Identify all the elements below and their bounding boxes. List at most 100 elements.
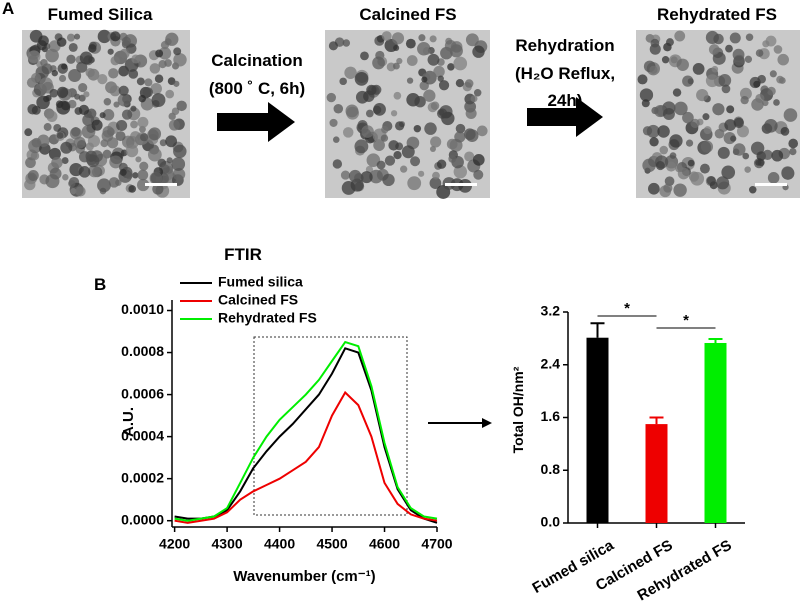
particle [97, 29, 111, 44]
particle [328, 41, 338, 51]
particle [696, 88, 709, 102]
particle [650, 38, 660, 48]
particle [176, 100, 187, 112]
particle [788, 138, 799, 149]
particle [675, 164, 683, 173]
particle [125, 171, 133, 180]
particle [369, 169, 383, 184]
particle [115, 179, 122, 186]
particle [66, 54, 76, 64]
particle [61, 63, 68, 70]
arrow-head [482, 418, 492, 428]
particle [642, 158, 656, 173]
particle [760, 85, 769, 94]
particle [733, 117, 744, 129]
particle [713, 33, 724, 45]
particle [712, 51, 726, 65]
particle [366, 84, 377, 96]
particle [60, 141, 73, 154]
particle [762, 149, 773, 161]
particle [109, 155, 123, 169]
chart-title: FTIR [224, 245, 262, 264]
particle [641, 99, 650, 108]
particle [68, 99, 77, 109]
particle [121, 109, 133, 120]
particle [132, 172, 139, 179]
particle [97, 74, 108, 85]
particle [655, 160, 665, 171]
particle [76, 61, 88, 73]
particle [729, 32, 741, 44]
particle [333, 103, 344, 114]
particle [712, 103, 725, 116]
y-tick-label: 2.4 [541, 355, 561, 371]
particle [410, 156, 421, 167]
particle [62, 174, 69, 181]
particle [406, 77, 414, 84]
particle [144, 78, 153, 87]
particle [447, 63, 455, 71]
y-tick-label: 1.6 [541, 408, 561, 424]
micrographs [22, 29, 800, 199]
image-label: Calcined FS [359, 5, 456, 24]
particle [149, 171, 163, 185]
particle [725, 44, 733, 53]
particle [151, 93, 166, 107]
bar [645, 424, 668, 523]
particle [56, 37, 67, 47]
particle [669, 134, 683, 148]
particle [108, 68, 119, 79]
particle [166, 157, 173, 164]
particle [717, 146, 730, 159]
particle [453, 56, 468, 71]
particle [674, 101, 688, 116]
particle [110, 31, 121, 42]
particle [366, 153, 381, 167]
step-text: (H₂O Reflux, [515, 64, 615, 83]
particle [24, 128, 33, 137]
particle [56, 132, 64, 139]
particle [390, 110, 398, 117]
x-tick-label: 4500 [316, 536, 347, 552]
particle [724, 119, 737, 131]
particle [118, 85, 129, 96]
particle [115, 131, 126, 142]
particle [432, 171, 440, 180]
particle [422, 47, 431, 55]
particle [373, 139, 385, 151]
x-tick-label: 4600 [369, 536, 400, 552]
particle [136, 77, 145, 86]
zoom-box [253, 336, 408, 516]
particle [155, 49, 164, 58]
particle [88, 164, 101, 178]
particle [46, 110, 58, 122]
particle [340, 170, 351, 180]
particle [173, 53, 187, 67]
particle [705, 74, 719, 88]
particle [31, 105, 41, 115]
particle [152, 183, 164, 195]
particle [30, 72, 42, 83]
particle [711, 65, 719, 73]
particle [121, 36, 131, 47]
particle [473, 169, 484, 180]
particle [48, 147, 61, 160]
scale-bar [445, 183, 477, 186]
particle [49, 167, 62, 180]
particle [465, 129, 479, 142]
particle [125, 144, 139, 158]
particle [464, 151, 475, 162]
particle [465, 107, 477, 120]
particle [418, 170, 425, 177]
y-tick-label: 0.0000 [121, 511, 164, 527]
particle [360, 51, 369, 61]
particle [465, 33, 479, 47]
particle [333, 136, 340, 143]
particle [663, 183, 673, 193]
particle [766, 86, 776, 96]
particle [40, 58, 48, 67]
particle [700, 140, 714, 153]
particle [68, 180, 76, 188]
particle [355, 90, 369, 104]
particle [773, 99, 780, 106]
